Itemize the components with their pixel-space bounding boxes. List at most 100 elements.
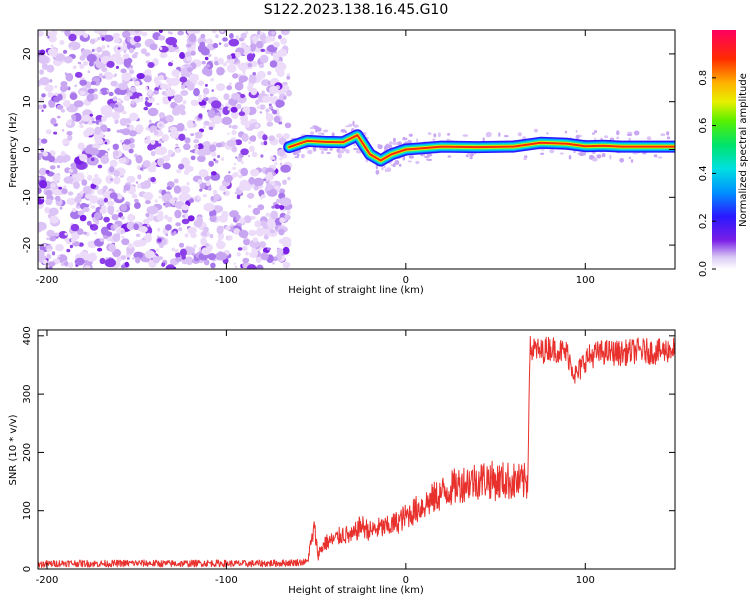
noise-blob — [242, 257, 250, 263]
noise-blob — [50, 30, 58, 37]
noise-blob — [118, 82, 128, 91]
noise-blob — [73, 181, 80, 190]
noise-blob — [48, 207, 59, 216]
noise-blob — [74, 71, 83, 78]
noise-blob — [93, 30, 102, 34]
noise-blob — [168, 130, 171, 133]
noise-blob — [266, 121, 274, 127]
noise-blob — [197, 80, 204, 86]
noise-blob — [178, 195, 187, 202]
noise-blob — [223, 174, 233, 183]
noise-blob — [72, 65, 77, 70]
trace-halo — [592, 157, 598, 162]
trace-halo — [375, 164, 378, 170]
noise-blob — [184, 137, 191, 144]
trace-halo — [381, 166, 384, 171]
trace-halo — [389, 141, 393, 145]
x-tick-label: 100 — [576, 575, 595, 586]
noise-blob — [116, 256, 122, 263]
noise-blob — [145, 232, 152, 239]
noise-blob — [120, 255, 126, 260]
noise-blob — [67, 134, 73, 141]
noise-blob — [89, 113, 94, 117]
noise-blob — [74, 30, 86, 36]
noise-blob — [39, 77, 50, 86]
noise-blob — [173, 178, 179, 184]
noise-blob — [86, 93, 95, 102]
noise-blob — [49, 165, 56, 170]
noise-blob — [233, 262, 236, 265]
noise-blob — [269, 60, 278, 68]
snr-y-ticks: 0 100 200 300 400 — [22, 326, 675, 572]
noise-blob — [64, 261, 69, 267]
colorbar-tick-label: 0.2 — [698, 213, 709, 229]
noise-blob — [134, 30, 140, 34]
noise-blob — [133, 240, 142, 248]
noise-blob — [207, 109, 216, 119]
noise-blob — [238, 229, 249, 239]
noise-blob — [181, 218, 190, 225]
noise-blob — [150, 150, 156, 157]
noise-blob — [247, 46, 251, 51]
noise-blob — [125, 253, 131, 258]
noise-blob — [76, 202, 81, 206]
noise-blob — [183, 143, 191, 151]
noise-blob — [75, 172, 85, 182]
noise-blob — [99, 124, 108, 133]
noise-blob — [256, 70, 266, 80]
noise-blob — [45, 198, 53, 206]
trace-halo — [315, 129, 318, 133]
noise-blob — [215, 34, 219, 39]
snr-series — [38, 335, 675, 568]
trace-halo — [462, 134, 469, 137]
noise-blob — [228, 38, 240, 47]
trace-halo — [619, 158, 625, 163]
trace-halo — [396, 141, 402, 146]
noise-blob — [90, 205, 96, 209]
noise-blob — [234, 81, 244, 91]
noise-blob — [38, 187, 42, 194]
noise-blob — [91, 177, 102, 185]
noise-blob — [226, 85, 233, 91]
noise-blob — [54, 85, 58, 89]
noise-blob — [38, 176, 41, 181]
noise-blob — [185, 56, 193, 62]
noise-blob — [169, 198, 176, 204]
noise-blob — [91, 48, 95, 53]
noise-blob — [89, 195, 99, 204]
noise-blob — [56, 254, 61, 258]
noise-blob — [49, 235, 57, 242]
noise-blob — [196, 216, 204, 225]
noise-blob — [189, 73, 200, 82]
noise-blob — [120, 264, 126, 269]
noise-blob — [198, 97, 203, 102]
trace-halo — [632, 152, 639, 155]
noise-blob — [72, 173, 77, 180]
trace-halo — [323, 129, 329, 133]
trace-halo — [423, 156, 430, 158]
noise-blob — [97, 247, 103, 252]
noise-blob — [145, 213, 150, 217]
noise-blob — [59, 40, 65, 45]
trace-halo — [345, 150, 350, 154]
noise-blob — [101, 115, 107, 122]
noise-blob — [103, 109, 113, 118]
noise-blob — [70, 223, 80, 232]
noise-blob — [186, 43, 192, 48]
noise-blob — [276, 198, 281, 204]
noise-blob — [62, 138, 70, 145]
noise-blob — [277, 149, 286, 157]
noise-blob — [209, 215, 217, 222]
noise-blob — [113, 224, 119, 229]
noise-blob — [180, 84, 186, 90]
noise-blob — [243, 215, 252, 224]
noise-blob — [174, 249, 179, 254]
noise-blob — [173, 94, 183, 103]
noise-blob — [156, 214, 164, 222]
noise-blob — [253, 177, 264, 187]
noise-blob — [220, 157, 225, 161]
noise-blob — [144, 138, 151, 145]
noise-blob — [161, 134, 169, 142]
noise-blob — [159, 52, 168, 59]
noise-blob — [240, 167, 249, 177]
